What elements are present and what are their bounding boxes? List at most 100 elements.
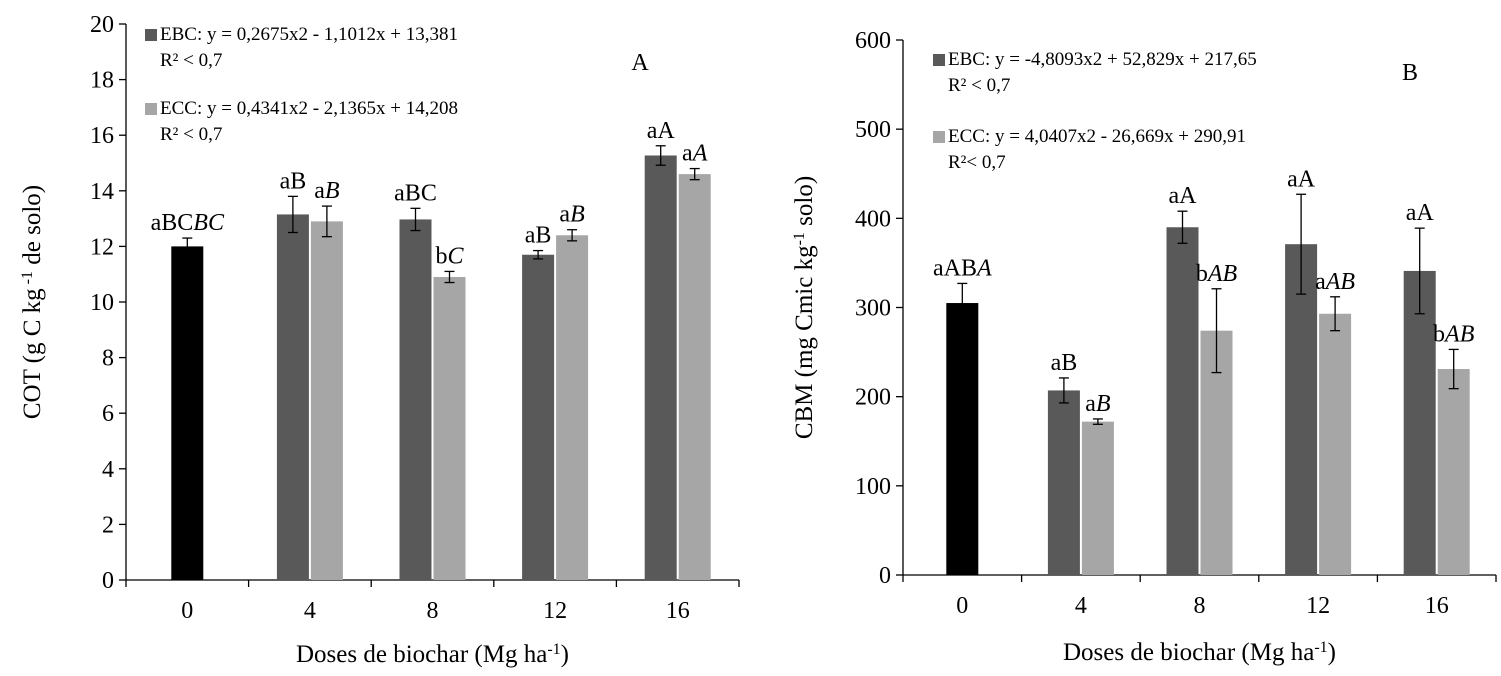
- bar-significance-label: aBC: [394, 180, 437, 206]
- y-tick-label: 12: [90, 234, 114, 260]
- legend-r2: R² < 0,7: [160, 50, 222, 71]
- bar-significance-label: bAB: [1433, 321, 1475, 347]
- label-part: B: [1096, 391, 1111, 417]
- y-tick-label: 18: [90, 68, 114, 94]
- label-part: A: [975, 255, 992, 281]
- y-tick-label: 10: [90, 290, 114, 316]
- label-part: a: [1085, 391, 1096, 417]
- legend-swatch: [933, 131, 945, 143]
- y-axis-title: CBM (mg Cmic kg-1 solo): [791, 176, 819, 439]
- bar-series-ebc: [644, 155, 677, 580]
- label-part: a: [559, 202, 570, 228]
- bar-series-ebc: [522, 254, 555, 581]
- label-part: b: [435, 243, 447, 269]
- y-tick-label: 300: [855, 296, 891, 322]
- legend-equation: ECC: y = 4,0407x2 - 26,669x + 290,91: [948, 126, 1246, 147]
- label-part: B: [325, 178, 340, 204]
- bar-series-ebc: [1047, 390, 1080, 575]
- bar-series-ecc: [1437, 369, 1470, 575]
- label-part: aAB: [933, 255, 977, 281]
- bar-significance-label: bAB: [1196, 261, 1238, 287]
- y-tick-label: 6: [102, 401, 114, 427]
- bar-significance-label: aB: [525, 223, 552, 249]
- label-part: aB: [280, 168, 307, 194]
- bar-series-ebc: [399, 219, 432, 580]
- bar-significance-label: aB: [1085, 391, 1111, 417]
- y-tick-label: 0: [102, 568, 114, 594]
- x-tick-label: 8: [427, 598, 439, 624]
- bar-significance-label: aA: [1169, 183, 1198, 209]
- label-part: aA: [1287, 166, 1316, 192]
- y-axis-title-end: de solo): [19, 185, 46, 271]
- bar-significance-label: aA: [1287, 166, 1316, 192]
- x-axis-title-sup: -1: [1314, 639, 1327, 656]
- panel-a-chart: 0 2 4 6 8 10 12 14 16 18 20 0 4 8 12 16 Doses de biochar…: [19, 12, 740, 668]
- legend-equation: EBC: y = -4,8093x2 + 52,829x + 217,65: [948, 49, 1257, 70]
- label-part: AB: [1324, 269, 1356, 295]
- x-axis-title: Doses de biochar (Mg ha-1): [1063, 639, 1336, 667]
- x-tick-label: 0: [181, 598, 193, 624]
- legend-swatch: [145, 103, 157, 115]
- bar-significance-label: aABA: [933, 255, 992, 281]
- label-part: aBC: [151, 210, 194, 236]
- y-axis-title-sup: -1: [19, 271, 36, 288]
- label-part: a: [682, 141, 693, 167]
- bar-series-ecc: [1081, 421, 1114, 575]
- x-tick-label: 4: [1075, 593, 1087, 619]
- y-tick-label: 8: [102, 346, 114, 372]
- panel-label: B: [1402, 60, 1418, 86]
- x-tick-label: 16: [1425, 593, 1449, 619]
- label-part: aB: [1051, 350, 1078, 376]
- y-tick-label: 0: [879, 563, 891, 589]
- bar-significance-label: aB: [280, 168, 307, 194]
- x-axis-title-end: ): [1328, 639, 1336, 666]
- x-axis-title-main: Doses de biochar (Mg ha: [296, 641, 547, 668]
- x-axis-title-end: ): [561, 641, 569, 668]
- y-axis-title: COT (g C kg -1 de solo): [19, 185, 47, 419]
- y-axis-title-main: COT (g C kg: [19, 288, 46, 419]
- bar-significance-label: aA: [1406, 200, 1435, 226]
- bar-significance-label: bC: [435, 243, 464, 269]
- y-tick-label: 16: [90, 123, 114, 149]
- x-axis-title-main: Doses de biochar (Mg ha: [1063, 639, 1314, 666]
- legend-r2: R² < 0,7: [948, 75, 1010, 96]
- bar-significance-label: aA: [647, 118, 676, 144]
- bar-series-ebc: [1285, 244, 1318, 576]
- bar-control: [946, 303, 979, 575]
- bar-series-ecc: [556, 235, 589, 580]
- y-axis-title-sup: -1: [791, 232, 808, 245]
- x-tick-label: 12: [543, 598, 567, 624]
- label-part: AB: [1443, 321, 1475, 347]
- legend-r2: R²< 0,7: [948, 152, 1006, 173]
- label-part: C: [447, 243, 464, 269]
- bar-series-ebc: [1403, 270, 1436, 575]
- y-axis-title-end: solo): [791, 176, 818, 232]
- x-tick-label: 8: [1194, 593, 1206, 619]
- bar-series-ebc: [1166, 227, 1199, 575]
- label-part: a: [1315, 269, 1326, 295]
- x-tick-label: 16: [666, 598, 690, 624]
- label-part: aA: [1169, 183, 1198, 209]
- y-tick-label: 2: [102, 512, 114, 538]
- x-axis-title: Doses de biochar (Mg ha-1): [296, 641, 569, 669]
- label-part: aA: [647, 118, 676, 144]
- label-part: AB: [1206, 261, 1238, 287]
- y-tick-label: 200: [855, 385, 891, 411]
- x-tick-label: 4: [304, 598, 316, 624]
- bar-series-ebc: [276, 214, 309, 580]
- label-part: A: [691, 141, 708, 167]
- label-part: aA: [1406, 200, 1435, 226]
- bar-significance-label: aBCBC: [151, 210, 225, 236]
- bar-series-ecc: [678, 174, 711, 580]
- y-tick-label: 14: [90, 179, 114, 205]
- label-part: b: [1196, 261, 1208, 287]
- x-axis-title-sup: -1: [547, 641, 560, 658]
- y-tick-label: 400: [855, 206, 891, 232]
- panel-label: A: [631, 50, 649, 76]
- y-axis-title-main: CBM (mg Cmic kg: [791, 245, 818, 439]
- bar-control: [171, 246, 204, 580]
- panel-b-chart: 0 100 200 300 400 500 600 0 4 8 12 16 Doses de bioch…: [791, 28, 1497, 666]
- legend-swatch: [145, 29, 157, 41]
- y-tick-label: 500: [855, 117, 891, 143]
